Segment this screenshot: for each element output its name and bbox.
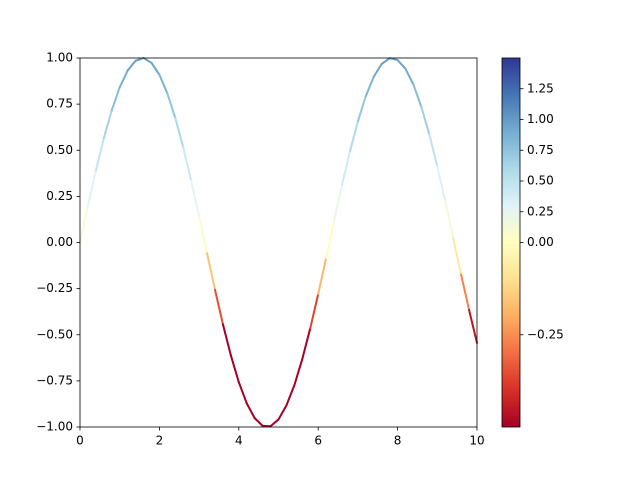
line-segment bbox=[245, 402, 256, 420]
line-segment bbox=[277, 404, 288, 421]
line-segment bbox=[341, 150, 351, 186]
line-segment bbox=[428, 133, 439, 168]
colorbar-tick-label: −0.25 bbox=[527, 327, 564, 341]
x-tick-label: 0 bbox=[76, 434, 84, 448]
line-segment bbox=[309, 292, 320, 330]
line-segment bbox=[174, 116, 185, 149]
line-segment bbox=[285, 384, 296, 407]
line-segment bbox=[348, 120, 359, 153]
line-segment bbox=[221, 323, 232, 357]
line-segment bbox=[102, 109, 113, 140]
y-tick-label: 1.00 bbox=[46, 51, 73, 65]
x-tick-label: 2 bbox=[156, 434, 164, 448]
line-segment bbox=[372, 62, 383, 78]
line-segment bbox=[388, 57, 399, 62]
line-segment bbox=[468, 309, 478, 344]
line-segment bbox=[150, 61, 161, 76]
line-segment bbox=[213, 288, 224, 326]
colorbar-tick-label: 1.00 bbox=[527, 112, 554, 126]
y-tick-label: −1.00 bbox=[36, 420, 73, 434]
colorbar bbox=[501, 57, 521, 428]
x-tick-label: 10 bbox=[469, 434, 484, 448]
line-segment bbox=[325, 219, 336, 259]
line-segment bbox=[460, 273, 471, 312]
line-segment bbox=[301, 327, 312, 360]
line-segment bbox=[79, 204, 89, 244]
line-segment bbox=[317, 256, 328, 295]
x-tick-label: 8 bbox=[394, 434, 402, 448]
y-tick-label: −0.25 bbox=[36, 281, 73, 295]
line-segment bbox=[206, 252, 216, 291]
line-segment bbox=[333, 183, 344, 222]
line-segment bbox=[356, 95, 367, 123]
line-segment bbox=[158, 73, 169, 95]
line-segment bbox=[166, 92, 177, 119]
line-segment bbox=[118, 69, 129, 89]
x-tick-label: 6 bbox=[314, 434, 322, 448]
line-segment bbox=[229, 354, 240, 384]
line-segment bbox=[269, 418, 280, 428]
line-segment bbox=[182, 146, 193, 182]
y-tick-label: −0.75 bbox=[36, 373, 73, 387]
y-tick-label: −0.50 bbox=[36, 327, 73, 341]
line-segment bbox=[110, 86, 121, 112]
line-segment bbox=[293, 357, 304, 387]
line-segment bbox=[396, 59, 407, 70]
y-tick-label: 0.75 bbox=[46, 97, 73, 111]
line-segment bbox=[412, 83, 423, 109]
line-segment bbox=[404, 67, 415, 86]
line-segment bbox=[452, 236, 463, 276]
line-segment bbox=[380, 57, 391, 65]
x-tick-label: 4 bbox=[235, 434, 243, 448]
y-tick-label: 0.50 bbox=[46, 143, 73, 157]
colorbar-tick-label: 0.25 bbox=[527, 204, 554, 218]
line-segment bbox=[86, 169, 97, 207]
line-segment bbox=[94, 137, 105, 172]
colorbar-tick-label: 0.50 bbox=[527, 174, 554, 188]
line-segment bbox=[198, 215, 209, 255]
line-segment bbox=[190, 179, 201, 218]
line-segment bbox=[142, 57, 153, 64]
line-segment bbox=[134, 57, 145, 62]
colorbar-tick-label: 0.00 bbox=[527, 235, 554, 249]
line-segment bbox=[364, 75, 375, 98]
line-segment bbox=[237, 381, 248, 405]
line-segment bbox=[436, 165, 447, 203]
line-segment bbox=[253, 417, 264, 427]
line-segment bbox=[420, 106, 431, 136]
line-segment bbox=[444, 200, 455, 239]
line-segment bbox=[126, 59, 137, 72]
axes-frame bbox=[79, 57, 478, 428]
y-tick-label: 0.00 bbox=[46, 235, 73, 249]
y-tick-label: 0.25 bbox=[46, 189, 73, 203]
colorbar-tick-label: 0.75 bbox=[527, 143, 554, 157]
colorbar-tick-label: 1.25 bbox=[527, 81, 554, 95]
